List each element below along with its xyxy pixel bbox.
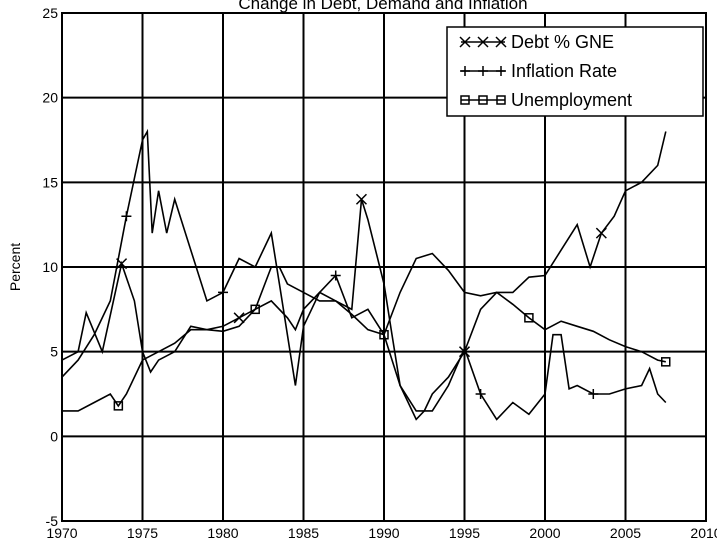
legend-label: Inflation Rate: [511, 61, 617, 81]
legend-label: Unemployment: [511, 90, 632, 110]
marker: [478, 95, 488, 105]
y-tick-label: 15: [42, 174, 58, 190]
marker: [218, 287, 228, 298]
data-line: [62, 252, 666, 412]
legend: Debt % GNE Inflation Rate Unemployment: [446, 26, 704, 117]
x-tick-label: 1975: [127, 525, 158, 541]
y-tick-label: 5: [50, 344, 58, 360]
y-tick-label: 20: [42, 90, 58, 106]
y-tick-label: -5: [46, 513, 59, 529]
data-line: [61, 131, 667, 421]
marker: [379, 329, 389, 340]
marker: [355, 193, 367, 205]
y-tick-label: 25: [42, 5, 58, 21]
plot-border: [61, 12, 707, 522]
marker: [121, 211, 132, 222]
marker: [330, 270, 341, 281]
x-tick-label: 2010: [690, 525, 717, 541]
x-tick-label: 1995: [449, 525, 480, 541]
marker: [524, 313, 534, 323]
marker: [460, 66, 470, 76]
marker: [233, 312, 245, 324]
marker: [661, 357, 671, 367]
marker: [496, 66, 506, 76]
y-tick-label: 0: [50, 428, 58, 444]
chart-title: Change in Debt, Demand and Inflation: [238, 0, 527, 13]
marker: [588, 389, 599, 399]
y-tick-label: 10: [42, 259, 58, 275]
y-axis-label: Percent: [7, 243, 23, 291]
marker: [595, 227, 607, 239]
marker: [478, 66, 488, 76]
x-tick-label: 2005: [610, 525, 641, 541]
marker: [459, 36, 471, 48]
marker: [477, 36, 489, 48]
x-tick-label: 1980: [207, 525, 238, 541]
x-tick-label: 1970: [46, 525, 77, 541]
x-tick-label: 2000: [529, 525, 560, 541]
data-line: [61, 128, 667, 421]
x-tick-label: 1985: [288, 525, 319, 541]
x-tick-label: 1990: [368, 525, 399, 541]
marker: [495, 36, 507, 48]
marker: [475, 389, 486, 399]
marker: [496, 95, 506, 105]
legend-label: Debt % GNE: [511, 32, 614, 52]
marker: [250, 304, 260, 315]
marker: [460, 95, 470, 105]
marker: [113, 401, 124, 411]
